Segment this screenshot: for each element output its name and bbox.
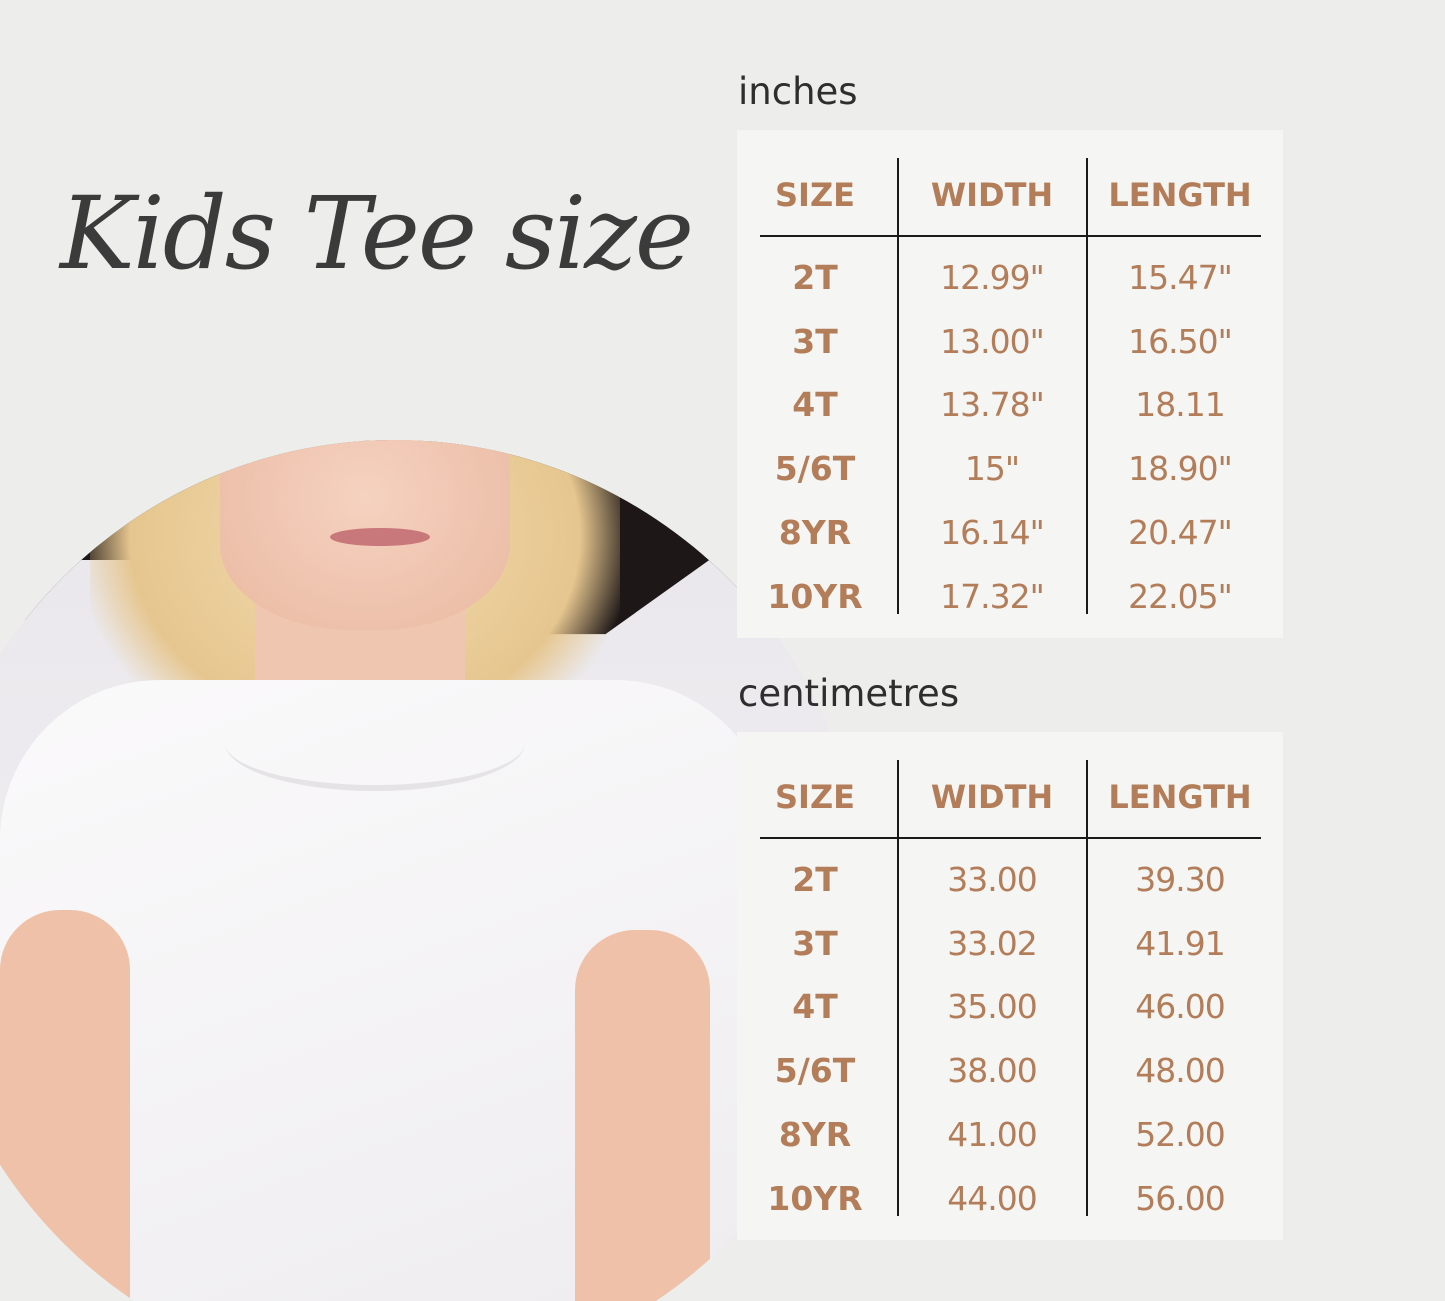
- size-cell: 10YR: [767, 1179, 863, 1218]
- header-divider: [760, 235, 1261, 237]
- column-divider: [897, 760, 899, 1216]
- size-cell: 5/6T: [774, 1051, 856, 1090]
- size-cell: 8YR: [778, 1115, 852, 1154]
- centimetres-table: SIZE WIDTH LENGTH 2T 33.00 39.30 3T 33.02 41.91 4…: [737, 732, 1283, 1240]
- length-cell: 39.30: [1135, 860, 1225, 899]
- column-divider: [1086, 158, 1088, 614]
- unit-label: inches: [738, 70, 858, 113]
- width-cell: 38.00: [947, 1051, 1037, 1090]
- width-cell: 33.00: [947, 860, 1037, 899]
- width-cell: 15": [964, 449, 1020, 488]
- width-cell: 13.00": [940, 322, 1045, 361]
- length-cell: 18.90": [1128, 449, 1233, 488]
- length-cell: 18.11: [1135, 385, 1225, 424]
- length-cell: 15.47": [1128, 258, 1233, 297]
- length-cell: 22.05": [1128, 577, 1233, 616]
- width-cell: 35.00: [947, 987, 1037, 1026]
- width-cell: 41.00: [947, 1115, 1037, 1154]
- column-divider: [1086, 760, 1088, 1216]
- column-header: WIDTH: [930, 176, 1054, 214]
- width-cell: 13.78": [940, 385, 1045, 424]
- inches-table: SIZE WIDTH LENGTH 2T 12.99" 15.47" 3T 13.00" 16.…: [737, 130, 1283, 638]
- column-header: LENGTH: [1108, 778, 1252, 816]
- unit-label: centimetres: [738, 672, 960, 715]
- column-header: SIZE: [774, 176, 855, 214]
- size-cell: 3T: [792, 924, 838, 963]
- size-cell: 4T: [792, 987, 838, 1026]
- width-cell: 17.32": [940, 577, 1045, 616]
- size-cell: 2T: [792, 860, 838, 899]
- width-cell: 44.00: [947, 1179, 1037, 1218]
- length-cell: 52.00: [1135, 1115, 1225, 1154]
- column-divider: [897, 158, 899, 614]
- header-divider: [760, 837, 1261, 839]
- length-cell: 20.47": [1128, 513, 1233, 552]
- length-cell: 48.00: [1135, 1051, 1225, 1090]
- size-cell: 2T: [792, 258, 838, 297]
- width-cell: 16.14": [940, 513, 1045, 552]
- length-cell: 46.00: [1135, 987, 1225, 1026]
- length-cell: 56.00: [1135, 1179, 1225, 1218]
- size-cell: 8YR: [778, 513, 852, 552]
- length-cell: 16.50": [1128, 322, 1233, 361]
- column-header: SIZE: [774, 778, 855, 816]
- size-cell: 10YR: [767, 577, 863, 616]
- column-header: WIDTH: [930, 778, 1054, 816]
- width-cell: 33.02: [947, 924, 1037, 963]
- length-cell: 41.91: [1135, 924, 1225, 963]
- width-cell: 12.99": [940, 258, 1045, 297]
- page-title: Kids Tee size: [60, 175, 694, 292]
- size-cell: 3T: [792, 322, 838, 361]
- column-header: LENGTH: [1108, 176, 1252, 214]
- size-cell: 5/6T: [774, 449, 856, 488]
- size-cell: 4T: [792, 385, 838, 424]
